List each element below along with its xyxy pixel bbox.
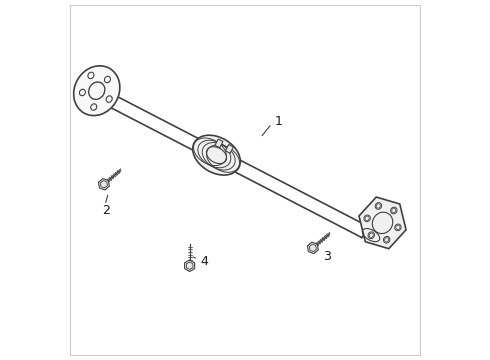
Ellipse shape bbox=[74, 66, 120, 116]
Text: 4: 4 bbox=[200, 255, 208, 268]
Polygon shape bbox=[98, 179, 109, 190]
Polygon shape bbox=[307, 242, 318, 253]
Text: 1: 1 bbox=[274, 114, 282, 127]
Polygon shape bbox=[225, 144, 233, 153]
Text: 2: 2 bbox=[102, 204, 110, 217]
Text: 3: 3 bbox=[323, 250, 331, 263]
Ellipse shape bbox=[193, 135, 241, 175]
Polygon shape bbox=[215, 139, 223, 148]
Polygon shape bbox=[185, 260, 195, 271]
Polygon shape bbox=[359, 197, 406, 249]
